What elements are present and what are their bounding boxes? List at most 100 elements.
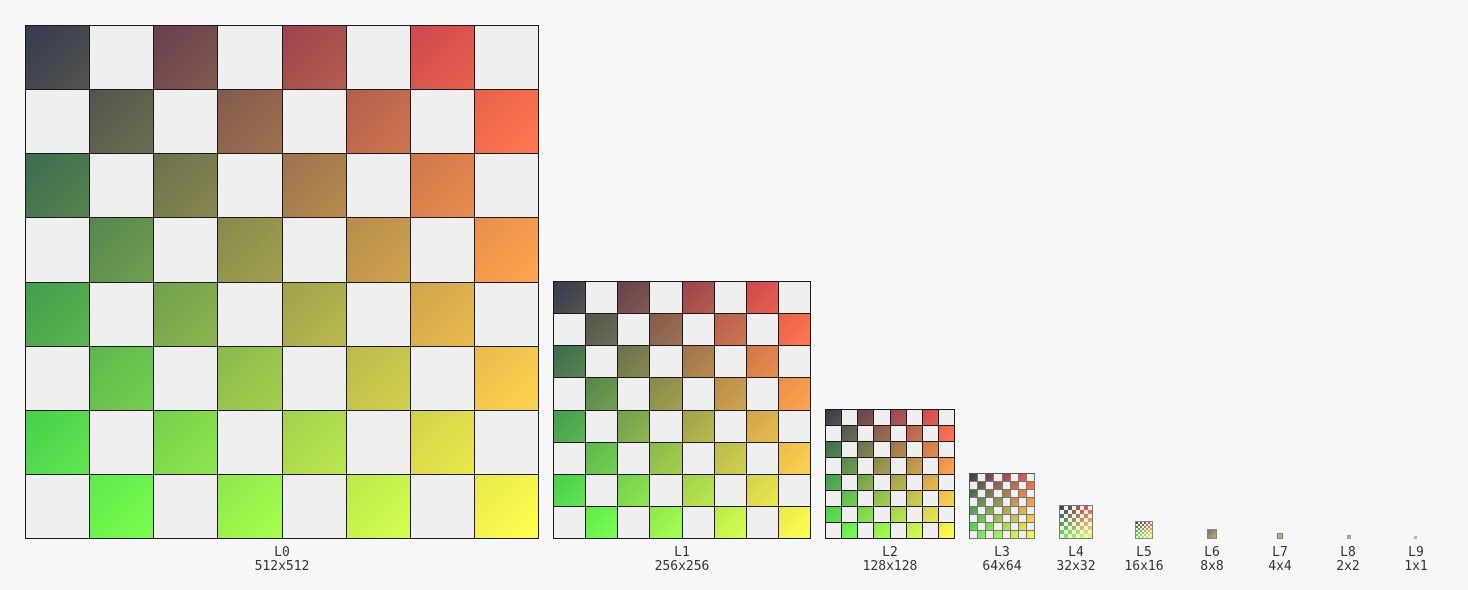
mip-label-l6: L6 8x8 xyxy=(1172,546,1252,574)
checker-cell-colored xyxy=(1080,534,1084,538)
mip-level-name: L3 xyxy=(994,545,1010,560)
checker-cell-light xyxy=(26,218,91,283)
checker-cell-colored xyxy=(746,346,779,379)
checker-cell-colored xyxy=(1026,482,1035,491)
checker-cell-light xyxy=(90,282,155,347)
checker-cell-light xyxy=(282,346,347,411)
checker-cell-colored xyxy=(682,410,715,443)
checker-cell-colored xyxy=(410,282,475,347)
checker-cell-colored xyxy=(1002,490,1011,499)
checker-cell-light xyxy=(1138,522,1140,524)
checker-cell-colored xyxy=(1148,526,1150,528)
checker-cell-light xyxy=(842,410,859,427)
checker-cell-light xyxy=(1026,490,1035,499)
checker-cell-colored xyxy=(1148,530,1150,532)
checker-cell-light xyxy=(842,506,859,523)
checker-cell-light xyxy=(1018,482,1027,491)
checker-cell-light xyxy=(554,378,587,411)
checker-cell-colored xyxy=(154,26,219,91)
checker-cell-light xyxy=(650,410,683,443)
checker-cell-colored xyxy=(1060,530,1064,534)
checker-cell-colored xyxy=(1140,530,1142,532)
checker-cell-colored xyxy=(650,506,683,539)
checker-cell-colored xyxy=(282,26,347,91)
checker-cell-light xyxy=(938,442,955,459)
checker-cell-colored xyxy=(1136,534,1138,536)
checker-cell-colored xyxy=(650,314,683,347)
checker-cell-light xyxy=(714,282,747,315)
checker-cell-light xyxy=(826,522,843,539)
checker-cell-colored xyxy=(474,474,539,539)
checker-cell-light xyxy=(970,530,979,539)
checker-cell-light xyxy=(554,506,587,539)
checker-cell-light xyxy=(778,346,811,379)
checker-cell-light xyxy=(1140,536,1142,538)
checker-cell-colored xyxy=(218,346,283,411)
checker-cell-light xyxy=(890,490,907,507)
checker-cell-light xyxy=(1068,534,1072,538)
checker-cell-colored xyxy=(970,522,979,531)
checker-cell-light xyxy=(1144,524,1146,526)
checker-cell-colored xyxy=(1018,522,1027,531)
checker-cell-light xyxy=(858,490,875,507)
checker-cell-colored xyxy=(1136,526,1138,528)
checker-cell-colored xyxy=(1144,522,1146,524)
checker-cell-colored xyxy=(1148,522,1150,524)
checker-cell-light xyxy=(1080,530,1084,534)
mip-label-l1: L1 256x256 xyxy=(642,546,722,574)
checker-cell-colored xyxy=(1140,526,1142,528)
checker-cell-colored xyxy=(906,490,923,507)
checker-cell-colored xyxy=(858,410,875,427)
checker-cell-light xyxy=(26,90,91,155)
checker-cell-colored xyxy=(1060,522,1064,526)
checker-cell-light xyxy=(1076,518,1080,522)
checker-cell-light xyxy=(1002,514,1011,523)
checker-cell-light xyxy=(282,474,347,539)
checker-cell-colored xyxy=(778,506,811,539)
checker-cell-colored xyxy=(938,426,955,443)
checker-cell-light xyxy=(1002,482,1011,491)
checker-cell-colored xyxy=(1146,532,1148,534)
checker-cell-light xyxy=(1148,524,1150,526)
mip-label-l4: L4 32x32 xyxy=(1036,546,1116,574)
mip-texture-l1 xyxy=(553,281,811,539)
mip-label-l9: L9 1x1 xyxy=(1376,546,1456,574)
checker-cell-light xyxy=(474,154,539,219)
checker-cell-light xyxy=(970,514,979,523)
checker-cell-colored xyxy=(970,506,979,515)
checker-cell-light xyxy=(922,458,939,475)
mip-texture-l4 xyxy=(1059,505,1093,539)
checker-cell-light xyxy=(618,506,651,539)
checker-cell-colored xyxy=(554,346,587,379)
checker-cell-light xyxy=(1142,526,1144,528)
checker-cell-light xyxy=(978,474,987,483)
checker-cell-light xyxy=(1068,526,1072,530)
checker-cell-colored xyxy=(1080,518,1084,522)
checker-cell-light xyxy=(474,282,539,347)
checker-cell-light xyxy=(1142,530,1144,532)
checker-cell-colored xyxy=(858,506,875,523)
checker-cell-colored xyxy=(1136,530,1138,532)
checker-cell-colored xyxy=(282,154,347,219)
mip-level-size: 256x256 xyxy=(654,559,710,574)
checker-cell-light xyxy=(1026,506,1035,515)
checker-cell-colored xyxy=(746,410,779,443)
checker-cell-colored xyxy=(1026,498,1035,507)
checker-cell-light xyxy=(1142,522,1144,524)
checker-cell-light xyxy=(650,346,683,379)
checker-cell-colored xyxy=(890,474,907,491)
checker-cell-light xyxy=(1072,522,1076,526)
checker-cell-light xyxy=(1146,530,1148,532)
checker-cell-colored xyxy=(826,474,843,491)
checker-cell-colored xyxy=(994,498,1003,507)
checker-cell-colored xyxy=(874,458,891,475)
checker-cell-colored xyxy=(1010,498,1019,507)
checker-cell-light xyxy=(90,26,155,91)
checker-cell-light xyxy=(1148,528,1150,530)
checker-cell-light xyxy=(154,346,219,411)
checker-cell-light xyxy=(874,474,891,491)
checker-cell-colored xyxy=(1088,510,1092,514)
checker-cell-colored xyxy=(218,218,283,283)
checker-cell-light xyxy=(890,458,907,475)
checker-cell-light xyxy=(1060,510,1064,514)
